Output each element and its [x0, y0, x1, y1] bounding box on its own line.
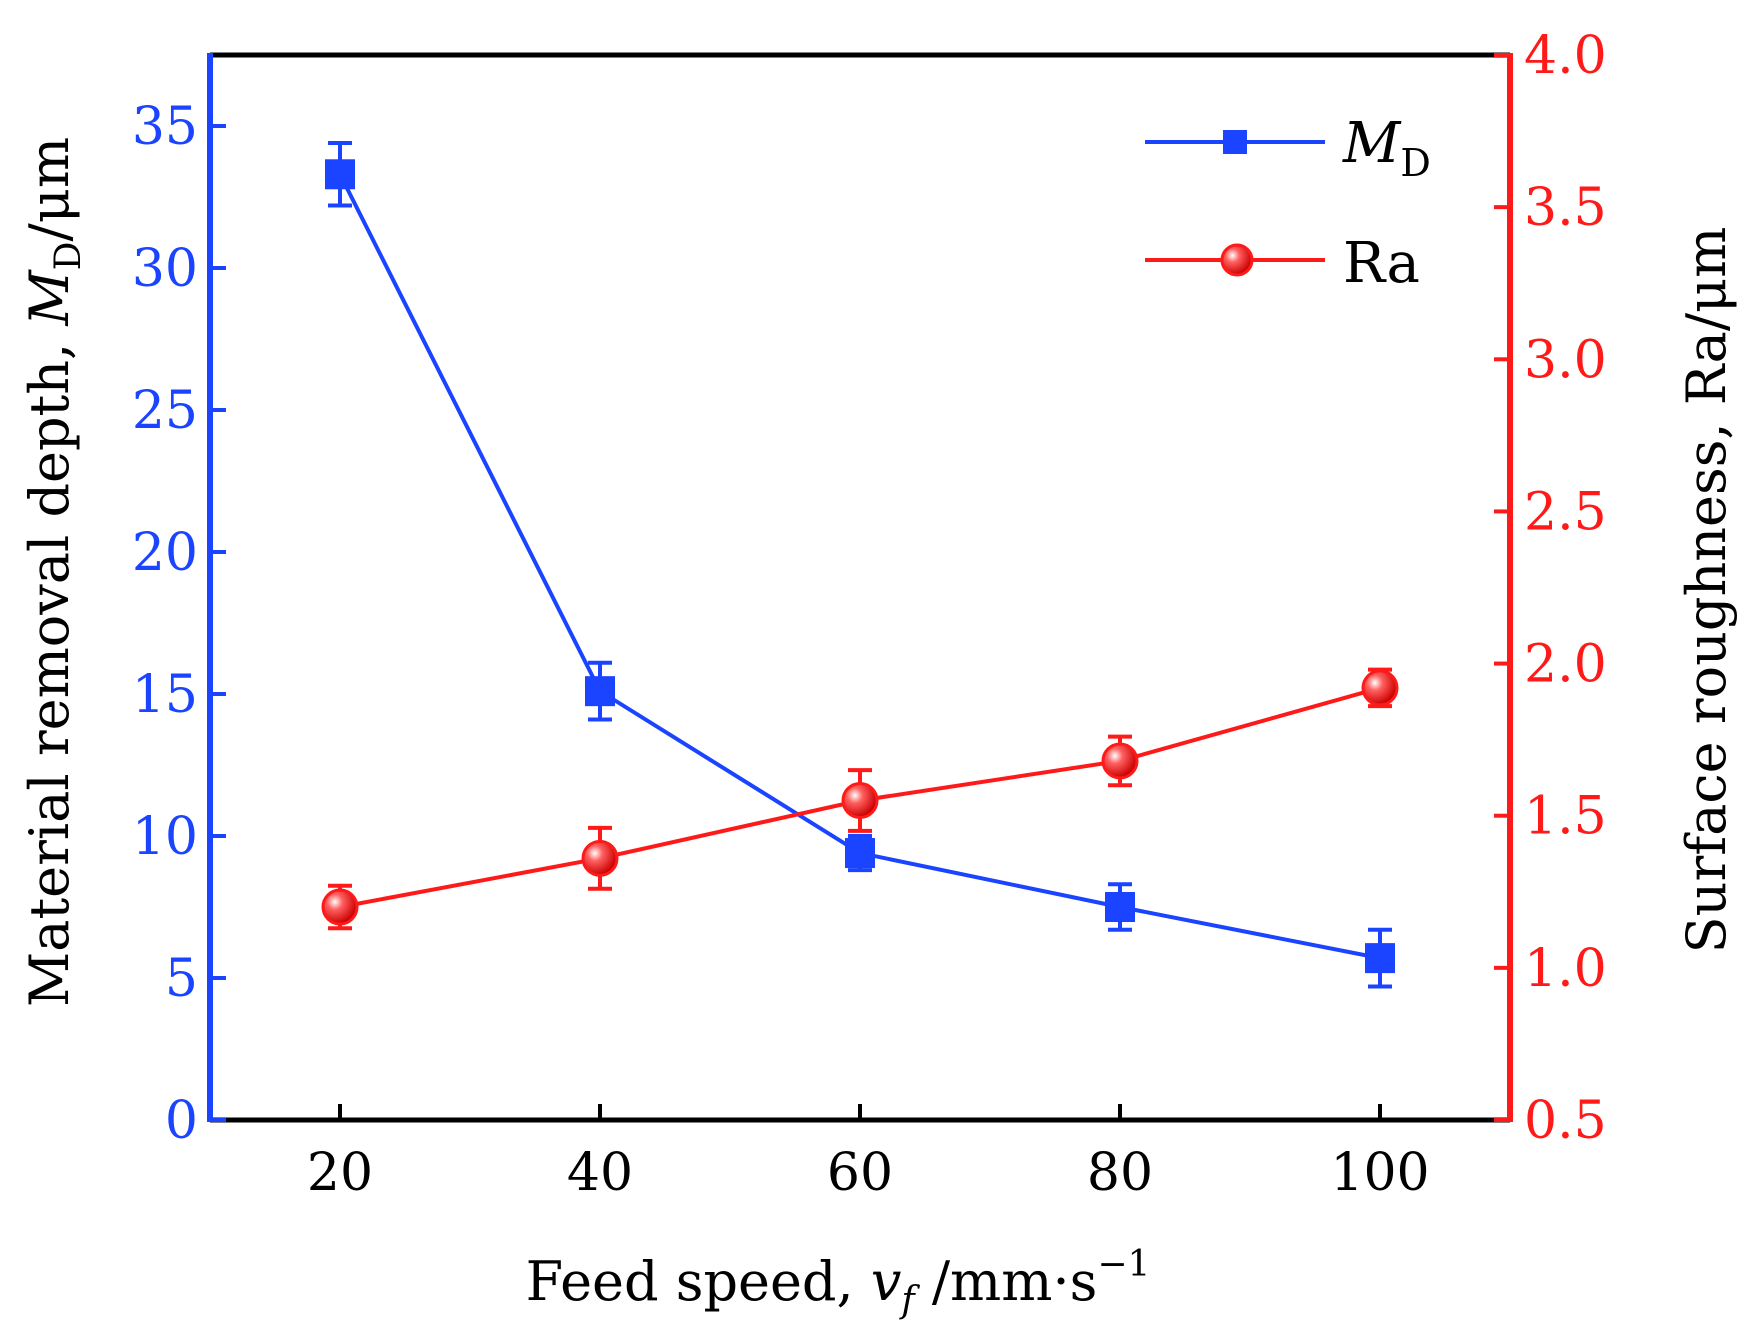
right-tick-label: 0.5	[1524, 1091, 1607, 1151]
x-tick-label: 20	[307, 1143, 373, 1203]
right-tick-label: 3.5	[1524, 178, 1607, 238]
data-point	[1105, 892, 1135, 922]
x-tick-label: 100	[1330, 1143, 1429, 1203]
left-tick-label: 35	[132, 97, 198, 157]
legend-marker-md	[1223, 130, 1247, 154]
left-tick-label: 20	[132, 523, 198, 583]
x-axis-ticks: 20 40 60 80 100	[307, 1104, 1430, 1203]
series-md	[325, 141, 1395, 989]
left-tick-label: 10	[132, 807, 198, 867]
right-axis-ticks: 0.5 1.0 1.5 2.0 2.5 3.0 3.5 4.0	[1494, 26, 1607, 1151]
data-point	[1361, 669, 1399, 707]
data-point	[845, 838, 875, 869]
left-tick-label: 5	[165, 949, 198, 1009]
data-point	[1101, 742, 1139, 780]
right-tick-label: 4.0	[1524, 26, 1607, 86]
data-point	[1365, 943, 1395, 974]
x-tick-label: 40	[567, 1143, 633, 1203]
x-tick-label: 60	[827, 1143, 893, 1203]
left-tick-label: 25	[132, 381, 198, 441]
left-tick-label: 15	[132, 665, 198, 725]
left-axis-ticks: 0 5 10 15 20 25 30 35	[132, 97, 226, 1151]
data-point	[321, 888, 359, 926]
axes	[207, 52, 1513, 1123]
legend: MD Ra	[1145, 111, 1431, 296]
legend-marker-ra	[1220, 243, 1254, 277]
right-tick-label: 3.0	[1524, 330, 1607, 390]
right-tick-label: 1.0	[1524, 939, 1607, 999]
series-layer	[321, 141, 1399, 989]
right-tick-label: 2.5	[1524, 482, 1607, 542]
right-y-axis-title: Surface roughness, Ra/μm	[1675, 227, 1738, 954]
data-point	[841, 782, 879, 819]
right-tick-label: 1.5	[1524, 787, 1607, 847]
legend-label-md: MD	[1342, 111, 1431, 185]
x-tick-label: 80	[1087, 1143, 1153, 1203]
right-tick-label: 2.0	[1524, 635, 1607, 695]
data-point	[581, 839, 619, 877]
left-y-axis-title: Material removal depth, MD/μm	[18, 137, 89, 1007]
left-tick-label: 30	[132, 239, 198, 299]
x-axis-title: Feed speed, vf /mm·s−1	[526, 1244, 1151, 1321]
data-point	[325, 159, 355, 190]
left-tick-label: 0	[165, 1091, 198, 1151]
series-ra	[321, 667, 1399, 931]
legend-label-ra: Ra	[1343, 231, 1420, 296]
data-point	[585, 676, 615, 707]
